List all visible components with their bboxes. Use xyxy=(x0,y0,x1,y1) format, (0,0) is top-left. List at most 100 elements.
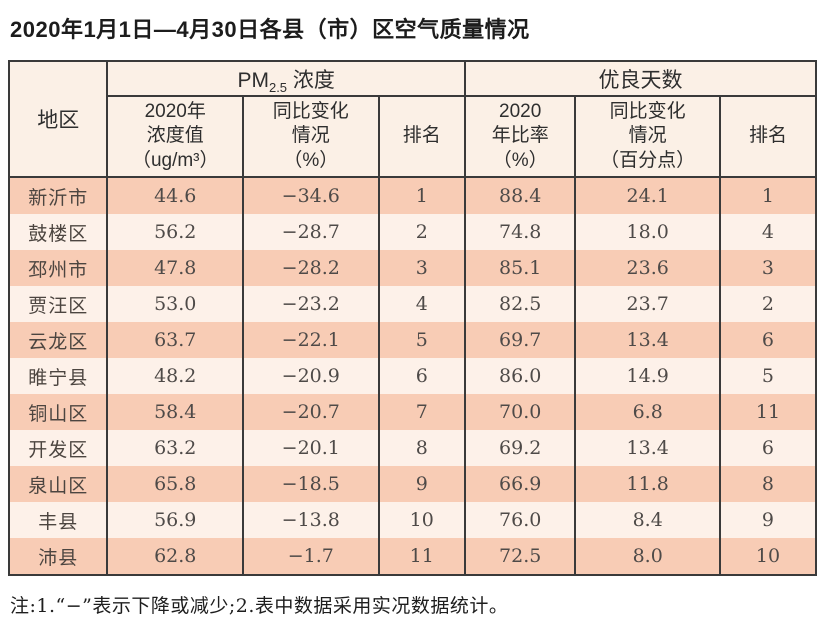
table-body: 新沂市 44.6 −34.6 1 88.4 24.1 1 鼓楼区 56.2 −2… xyxy=(7,177,818,575)
gd-change-cell: 11.8 xyxy=(574,466,721,502)
region-cell: 开发区 xyxy=(7,430,109,466)
gd-ratio-cell: 85.1 xyxy=(463,250,577,286)
group-header-row: 地区 PM2.5 浓度 优良天数 xyxy=(7,61,818,178)
pm-rank-cell: 7 xyxy=(377,394,466,430)
gd-rank-cell: 3 xyxy=(718,250,818,286)
pm-rank-cell: 3 xyxy=(377,250,466,286)
table-row: 睢宁县 48.2 −20.9 6 86.0 14.9 5 xyxy=(7,358,818,394)
column-header-gd-ratio: 2020 年比率 （%） xyxy=(463,96,577,178)
pm-change-cell: −20.1 xyxy=(242,430,380,466)
pm25-label-prefix: PM xyxy=(237,68,269,92)
gd-change-cell: 8.0 xyxy=(574,538,721,575)
table-row: 鼓楼区 56.2 −28.7 2 74.8 18.0 4 xyxy=(7,214,818,250)
gd-ratio-cell: 88.4 xyxy=(463,177,577,214)
gd-rank-cell: 8 xyxy=(718,466,818,502)
region-cell: 铜山区 xyxy=(7,394,109,430)
pm-change-cell: −13.8 xyxy=(242,502,380,538)
column-header-pm-rank: 排名 xyxy=(377,96,466,178)
gd-ratio-cell: 69.7 xyxy=(463,322,577,358)
gd-change-cell: 23.7 xyxy=(574,286,721,322)
region-cell: 泉山区 xyxy=(7,466,109,502)
pm-value-cell: 58.4 xyxy=(106,394,245,430)
pm-change-cell: −23.2 xyxy=(242,286,380,322)
footnote: 注:1.“−”表示下降或减少;2.表中数据采用实况数据统计。 xyxy=(10,595,509,617)
pm-change-cell: −20.7 xyxy=(242,394,380,430)
pm-rank-cell: 5 xyxy=(377,322,466,358)
column-header-pm-change: 同比变化 情况 （%） xyxy=(242,96,380,178)
group-header-pm25: PM2.5 浓度 xyxy=(106,61,466,97)
table-row: 开发区 63.2 −20.1 8 69.2 13.4 6 xyxy=(7,430,818,466)
gd-rank-cell: 11 xyxy=(718,394,818,430)
pm-change-cell: −28.7 xyxy=(242,214,380,250)
gd-ratio-cell: 70.0 xyxy=(463,394,577,430)
sub-header-row: 2020年 浓度值 （ug/m³） 同比变化 情况 （%） 排名 2020 年比… xyxy=(9,96,818,178)
gd-ratio-cell: 66.9 xyxy=(463,466,577,502)
pm25-label-suffix: 浓度 xyxy=(287,68,335,92)
pm-rank-cell: 11 xyxy=(377,538,466,575)
region-cell: 邳州市 xyxy=(7,250,109,286)
region-cell: 云龙区 xyxy=(7,322,109,358)
pm-rank-cell: 4 xyxy=(377,286,466,322)
region-cell: 新沂市 xyxy=(7,177,109,214)
column-header-region: 地区 xyxy=(7,61,109,178)
column-header-gd-rank: 排名 xyxy=(718,96,818,178)
gd-change-cell: 13.4 xyxy=(574,430,721,466)
pm-value-cell: 44.6 xyxy=(106,177,245,214)
pm25-label-subscript: 2.5 xyxy=(268,79,288,95)
table-row: 沛县 62.8 −1.7 11 72.5 8.0 10 xyxy=(7,538,818,575)
region-cell: 睢宁县 xyxy=(7,358,109,394)
pm-change-cell: −28.2 xyxy=(242,250,380,286)
pm-value-cell: 65.8 xyxy=(106,466,245,502)
pm-value-cell: 62.8 xyxy=(106,538,245,575)
pm-change-cell: −18.5 xyxy=(242,466,380,502)
table-row: 云龙区 63.7 −22.1 5 69.7 13.4 6 xyxy=(7,322,818,358)
table-row: 贾汪区 53.0 −23.2 4 82.5 23.7 2 xyxy=(7,286,818,322)
region-cell: 丰县 xyxy=(7,502,109,538)
gd-change-cell: 23.6 xyxy=(574,250,721,286)
group-header-good-days: 优良天数 xyxy=(463,61,818,97)
pm-value-cell: 56.2 xyxy=(106,214,245,250)
gd-ratio-cell: 86.0 xyxy=(463,358,577,394)
column-header-gd-change: 同比变化 情况 （百分点） xyxy=(574,96,721,178)
air-quality-table: 地区 PM2.5 浓度 优良天数 2020年 浓度值 （ug/m³） 同比变化 … xyxy=(7,60,818,576)
pm-change-cell: −22.1 xyxy=(242,322,380,358)
gd-change-cell: 14.9 xyxy=(574,358,721,394)
pm-change-cell: −1.7 xyxy=(242,538,380,575)
page-title: 2020年1月1日—4月30日各县（市）区空气质量情况 xyxy=(10,17,530,42)
gd-change-cell: 18.0 xyxy=(574,214,721,250)
gd-rank-cell: 9 xyxy=(718,502,818,538)
pm-value-cell: 48.2 xyxy=(106,358,245,394)
region-cell: 贾汪区 xyxy=(7,286,109,322)
pm-value-cell: 47.8 xyxy=(106,250,245,286)
gd-ratio-cell: 82.5 xyxy=(463,286,577,322)
gd-rank-cell: 4 xyxy=(718,214,818,250)
gd-rank-cell: 6 xyxy=(718,430,818,466)
gd-ratio-cell: 74.8 xyxy=(463,214,577,250)
pm-rank-cell: 10 xyxy=(377,502,466,538)
table-row: 丰县 56.9 −13.8 10 76.0 8.4 9 xyxy=(7,502,818,538)
pm-rank-cell: 9 xyxy=(377,466,466,502)
pm-value-cell: 53.0 xyxy=(106,286,245,322)
gd-change-cell: 6.8 xyxy=(574,394,721,430)
region-cell: 沛县 xyxy=(7,538,109,575)
pm-rank-cell: 8 xyxy=(377,430,466,466)
table-row: 泉山区 65.8 −18.5 9 66.9 11.8 8 xyxy=(7,466,818,502)
table-header: 地区 PM2.5 浓度 优良天数 2020年 浓度值 （ug/m³） 同比变化 … xyxy=(7,61,818,178)
pm-value-cell: 63.2 xyxy=(106,430,245,466)
gd-rank-cell: 1 xyxy=(718,177,818,214)
table-row: 新沂市 44.6 −34.6 1 88.4 24.1 1 xyxy=(7,177,818,214)
gd-change-cell: 13.4 xyxy=(574,322,721,358)
gd-change-cell: 8.4 xyxy=(574,502,721,538)
gd-ratio-cell: 76.0 xyxy=(463,502,577,538)
pm-value-cell: 56.9 xyxy=(106,502,245,538)
gd-rank-cell: 2 xyxy=(718,286,818,322)
region-cell: 鼓楼区 xyxy=(7,214,109,250)
pm-rank-cell: 1 xyxy=(377,177,466,214)
gd-rank-cell: 5 xyxy=(718,358,818,394)
table-row: 铜山区 58.4 −20.7 7 70.0 6.8 11 xyxy=(7,394,818,430)
gd-ratio-cell: 72.5 xyxy=(463,538,577,575)
gd-rank-cell: 6 xyxy=(718,322,818,358)
pm-rank-cell: 2 xyxy=(377,214,466,250)
gd-ratio-cell: 69.2 xyxy=(463,430,577,466)
pm-rank-cell: 6 xyxy=(377,358,466,394)
